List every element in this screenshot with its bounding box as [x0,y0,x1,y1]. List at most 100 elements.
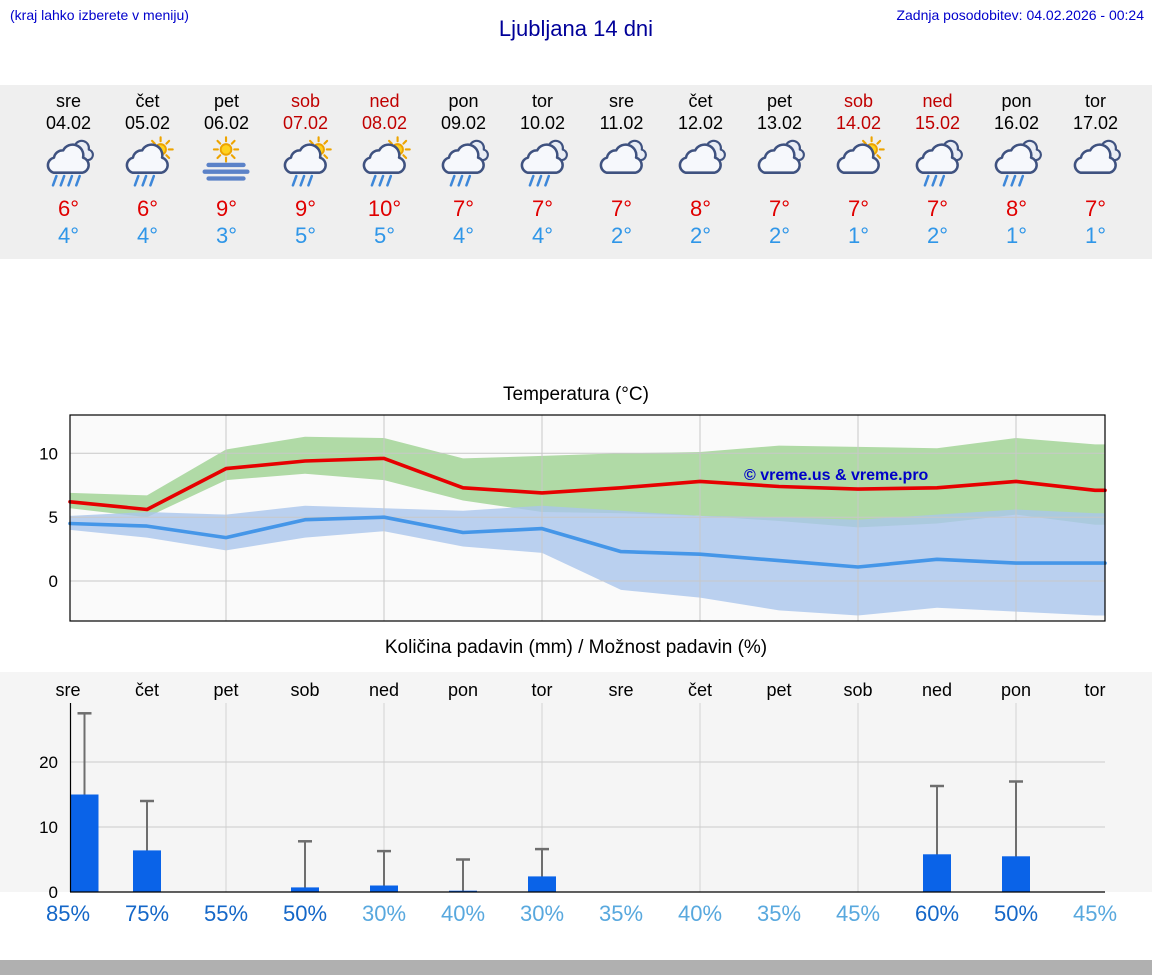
forecast-day: pon 09.02 7° 4° [424,90,503,259]
low-temp: 2° [689,223,712,248]
sun-cloud-icon [836,136,885,174]
precip-bar [923,854,951,892]
low-temp: 3° [215,223,238,248]
forecast-day: pet 06.02 9° 3° [187,90,266,259]
forecast-day: tor 17.02 7° 1° [1056,90,1135,259]
weather-icon [275,136,337,193]
low-temp: 2° [610,223,633,248]
precip-probability-row: 85% 75% 55% 50% 30% 40% 30% 35% 40% 35% 45% 60% 50% 4… [0,901,1152,933]
precip-bar [291,887,319,892]
temperature-chart-title: Temperatura (°C) [503,384,649,405]
weather-icon [749,136,811,193]
precip-background [0,672,1152,892]
high-temp: 9° [294,196,317,221]
day-name: pon [448,91,479,111]
rain-icon [520,139,568,187]
day-label: sre [608,680,633,700]
high-temp: 6° [136,196,159,221]
precip-probability: 45% [1072,901,1118,926]
rain-icon [994,139,1042,187]
day-label: pon [1001,680,1031,700]
cloudy-icon [599,139,647,174]
day-label: tor [531,680,552,700]
day-name: tor [531,91,553,111]
precip-bar [449,890,477,892]
sun-rain-icon [125,136,174,187]
high-temp: 9° [215,196,238,221]
forecast-strip: sre 04.02 6° 4° čet 05.02 6° 4° pet 06.0… [0,85,1152,259]
precip-bar [70,794,99,892]
day-date: 11.02 [599,113,644,133]
low-temp: 1° [847,223,870,248]
low-temp: 1° [1005,223,1028,248]
cloudy-icon [757,139,805,174]
day-date: 06.02 [203,113,250,133]
high-temp: 7° [847,196,870,221]
low-temp: 4° [531,223,554,248]
rain-heavy-icon [46,139,94,187]
precip-probability: 50% [282,901,328,926]
sun-rain-icon [362,136,411,187]
precip-probability: 30% [361,901,407,926]
day-name: pon [1001,91,1032,111]
precip-probability: 75% [124,901,170,926]
day-name: ned [922,91,953,111]
day-label: ned [922,680,952,700]
watermark-link[interactable]: © vreme.us & vreme.pro [744,467,929,484]
precip-probability: 55% [203,901,249,926]
day-date: 07.02 [282,113,329,133]
weather-icon [354,136,416,193]
precip-probability: 40% [677,901,723,926]
y-axis-label: 10 [39,444,58,463]
forecast-day: sob 14.02 7° 1° [819,90,898,259]
day-label: sre [55,680,80,700]
forecast-day: sob 07.02 9° 5° [266,90,345,259]
day-name: pet [213,91,240,111]
weather-icon [196,136,258,193]
y-axis-label: 0 [49,572,58,591]
weather-icon [907,136,969,193]
cloudy-icon [1073,139,1121,174]
max-temperature-line [68,456,1107,512]
day-date: 10.02 [519,113,566,133]
precip-probability: 40% [440,901,486,926]
day-date: 14.02 [835,113,882,133]
y-axis-label: 20 [39,753,58,772]
weather-icon [828,136,890,193]
precipitation-chart-title: Količina padavin (mm) / Možnost padavin … [384,637,768,658]
low-temp: 4° [136,223,159,248]
min-temperature-line [68,515,1107,569]
low-temp: 2° [768,223,791,248]
day-name: sre [55,91,81,111]
day-label: tor [1084,680,1105,700]
weather-icon [1065,136,1127,193]
high-temp: 7° [926,196,949,221]
high-temp: 7° [610,196,633,221]
day-label: sob [843,680,872,700]
day-label: pon [448,680,478,700]
high-temp: 8° [689,196,712,221]
day-name: sob [843,91,874,111]
high-temp: 6° [57,196,80,221]
footer-bar [0,960,1152,975]
weather-icon [670,136,732,193]
high-temp: 7° [531,196,554,221]
forecast-day: tor 10.02 7° 4° [503,90,582,259]
rain-icon [915,139,963,187]
day-name: čet [688,91,713,111]
plot-border [69,414,1106,622]
day-name: čet [135,91,160,111]
weather-icon [986,136,1048,193]
precip-probability: 30% [519,901,565,926]
forecast-day: pet 13.02 7° 2° [740,90,819,259]
high-temp: 7° [1084,196,1107,221]
forecast-day: sre 04.02 6° 4° [29,90,108,259]
low-temp: 5° [373,223,396,248]
weather-icon [38,136,100,193]
min-temperature-range-band [70,505,1105,616]
y-axis-label: 10 [39,818,58,837]
menu-hint: (kraj lahko izberete v meniju) [10,7,189,23]
precip-bar [528,876,556,892]
precip-probability: 60% [914,901,960,926]
temperature-chart: 0 5 10 [39,414,1107,622]
